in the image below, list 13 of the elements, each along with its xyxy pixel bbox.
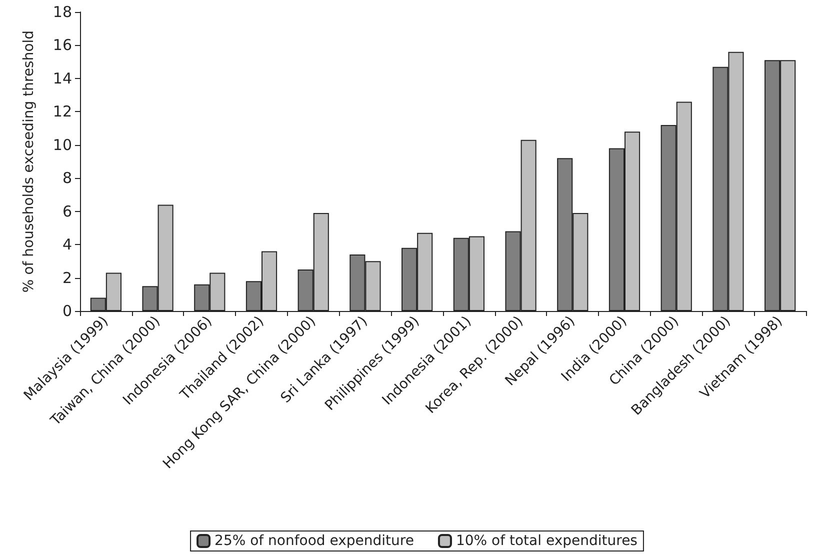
y-tick-label: 0 xyxy=(62,302,72,320)
y-tick-label: 18 xyxy=(52,3,72,21)
y-tick-label: 8 xyxy=(62,169,72,188)
y-tick-label: 10 xyxy=(52,136,72,154)
y-tick-label: 12 xyxy=(52,102,72,121)
legend-label: 25% of nonfood expenditure xyxy=(214,533,414,549)
y-tick-label: 4 xyxy=(62,236,72,254)
y-axis-title: % of households exceeding threshold xyxy=(21,30,37,293)
y-tick-label: 14 xyxy=(52,69,72,88)
y-tick-label: 2 xyxy=(62,268,72,287)
legend-label: 10% of total expenditures xyxy=(456,533,638,549)
y-tick-label: 6 xyxy=(62,202,72,220)
y-tick-label: 16 xyxy=(52,36,72,54)
